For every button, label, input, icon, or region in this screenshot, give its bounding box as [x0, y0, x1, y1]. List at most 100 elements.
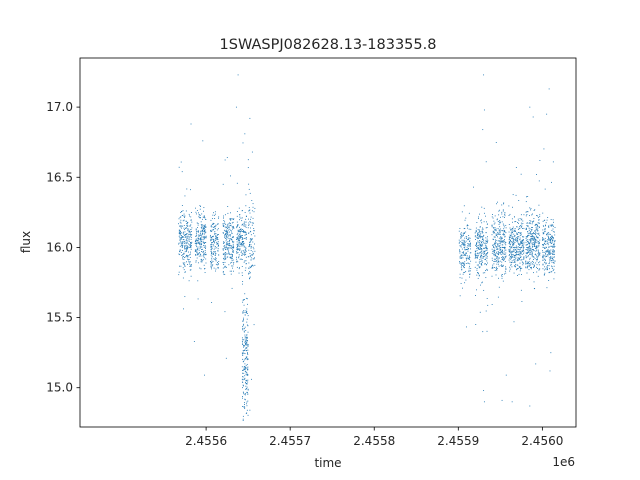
- data-point: [512, 245, 514, 247]
- data-point: [190, 212, 192, 213]
- data-point: [511, 251, 513, 253]
- data-point: [528, 263, 530, 264]
- data-point: [531, 244, 533, 246]
- data-point: [498, 260, 499, 262]
- data-point: [228, 227, 230, 229]
- data-point: [241, 254, 243, 256]
- data-point: [523, 246, 525, 248]
- data-point: [248, 210, 250, 212]
- data-point: [497, 296, 499, 298]
- data-point: [244, 231, 246, 233]
- data-point: [520, 232, 522, 233]
- data-point: [495, 240, 497, 241]
- data-point: [238, 207, 240, 209]
- data-point: [550, 225, 552, 227]
- data-point: [242, 418, 244, 420]
- data-point: [246, 318, 248, 320]
- data-point: [529, 264, 531, 266]
- data-point: [246, 373, 248, 375]
- data-point: [512, 244, 514, 246]
- data-point: [528, 246, 530, 248]
- data-point: [469, 265, 470, 267]
- data-point: [249, 220, 251, 222]
- data-point: [229, 254, 231, 256]
- data-point: [483, 256, 485, 258]
- data-point: [477, 255, 479, 257]
- data-point: [246, 386, 248, 388]
- data-point: [468, 271, 470, 273]
- data-point: [513, 259, 515, 261]
- data-point: [222, 183, 224, 185]
- data-point: [543, 246, 545, 248]
- data-point: [544, 241, 546, 243]
- data-point: [510, 228, 512, 230]
- data-point: [477, 245, 479, 247]
- data-point: [527, 251, 529, 253]
- data-point: [211, 302, 213, 303]
- data-point: [521, 301, 523, 302]
- data-point: [227, 229, 229, 231]
- data-point: [209, 234, 211, 236]
- data-point: [527, 211, 529, 213]
- data-point: [485, 257, 487, 259]
- data-point: [467, 245, 469, 247]
- data-point: [200, 237, 202, 239]
- data-point: [213, 223, 215, 224]
- data-point: [184, 265, 186, 267]
- data-point: [527, 241, 528, 243]
- data-point: [547, 255, 549, 257]
- data-point: [195, 243, 197, 245]
- data-point: [461, 257, 463, 259]
- data-point: [247, 345, 249, 347]
- data-point: [245, 260, 247, 262]
- data-point: [460, 282, 462, 284]
- data-point: [225, 243, 227, 245]
- data-point: [195, 240, 197, 242]
- data-point: [511, 253, 513, 255]
- data-point: [533, 256, 535, 258]
- data-point: [242, 299, 244, 301]
- data-point: [508, 231, 510, 233]
- data-point: [537, 216, 539, 218]
- data-point: [247, 349, 249, 351]
- data-point: [526, 222, 528, 224]
- data-point: [240, 217, 242, 219]
- data-point: [519, 235, 521, 236]
- data-point: [190, 266, 192, 267]
- data-point: [522, 220, 524, 222]
- data-point: [239, 246, 241, 248]
- data-point: [202, 216, 204, 218]
- data-point: [497, 201, 498, 203]
- data-point: [242, 352, 244, 354]
- data-point: [479, 244, 481, 246]
- data-point: [247, 366, 249, 368]
- data-point: [228, 251, 229, 253]
- data-point: [203, 226, 205, 228]
- data-point: [237, 231, 239, 233]
- data-point: [460, 264, 462, 265]
- data-point: [246, 340, 248, 342]
- data-point: [230, 212, 231, 214]
- data-point: [183, 233, 185, 235]
- data-point: [225, 244, 227, 246]
- data-point: [464, 254, 466, 256]
- data-point: [215, 259, 217, 261]
- data-point: [183, 213, 185, 215]
- data-point: [517, 257, 519, 259]
- data-point: [478, 273, 479, 275]
- data-point: [185, 255, 187, 257]
- data-point: [503, 259, 504, 261]
- data-point: [532, 233, 534, 235]
- data-point: [484, 253, 486, 254]
- data-point: [478, 264, 479, 266]
- data-point: [241, 224, 243, 226]
- data-point: [535, 224, 536, 226]
- data-point: [241, 242, 242, 244]
- data-point: [190, 216, 192, 218]
- data-point: [197, 239, 199, 241]
- data-point: [532, 235, 534, 237]
- data-point: [230, 230, 232, 231]
- data-point: [218, 245, 219, 247]
- data-point: [223, 252, 225, 254]
- data-point: [199, 235, 201, 236]
